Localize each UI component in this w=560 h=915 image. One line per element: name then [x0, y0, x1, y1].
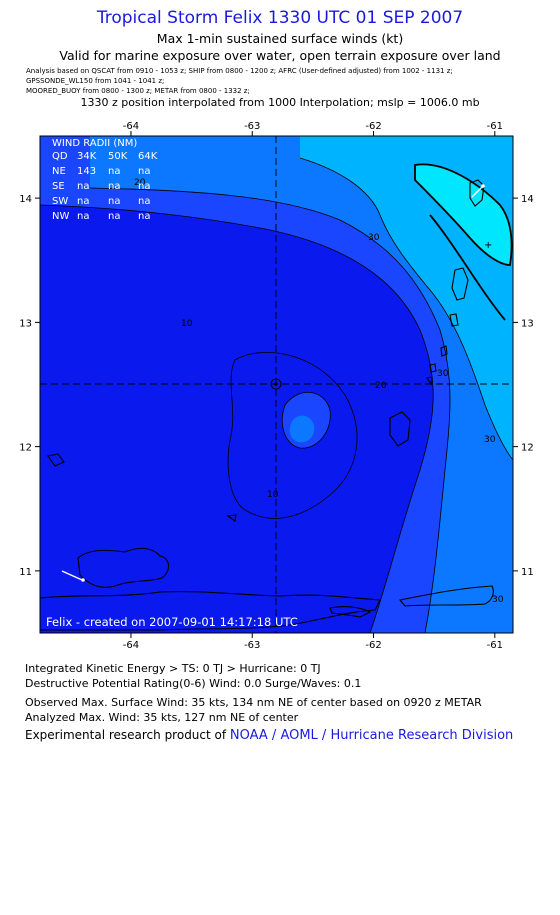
- lat-tick-label-right: 12: [521, 443, 534, 454]
- wind-radii-value: na: [77, 181, 89, 192]
- hrd-link[interactable]: NOAA / AOML / Hurricane Research Divisio…: [229, 728, 514, 743]
- wind-radii-value: na: [77, 211, 89, 222]
- lon-tick-label-bottom: -63: [244, 640, 260, 651]
- wind-band-core-inner: [289, 415, 315, 443]
- wind-radii-value: na: [108, 196, 120, 207]
- lon-tick-label-bottom: -62: [365, 640, 381, 651]
- lon-tick-label-bottom: -61: [487, 640, 503, 651]
- map-validity-note: Valid for marine exposure over water, op…: [59, 48, 501, 63]
- lat-tick-label-left: 14: [19, 194, 32, 205]
- wind-radii-header: 50K: [108, 151, 128, 162]
- wind-radii-value: na: [108, 181, 120, 192]
- wind-radii-quadrant: NW: [52, 211, 69, 222]
- wind-band-above-34: [415, 164, 512, 265]
- land-outlines: [40, 179, 494, 631]
- contour-label: 20: [375, 381, 387, 391]
- wind-radii-value: na: [77, 196, 89, 207]
- credit-prefix: Experimental research product of: [25, 728, 230, 742]
- lon-tick-label-top: -62: [365, 121, 381, 132]
- wind-radii-value: na: [108, 166, 120, 177]
- wind-radii-value: 143: [77, 166, 96, 177]
- observed-max-wind: Observed Max. Surface Wind: 35 kts, 134 …: [25, 696, 482, 709]
- ike-summary: Integrated Kinetic Energy > TS: 0 TJ > H…: [25, 662, 321, 675]
- wind-radii-header: 34K: [77, 151, 97, 162]
- lat-tick-label-right: 13: [521, 318, 534, 329]
- 34kt-wind-contour: [414, 163, 513, 266]
- lon-tick-label-top: -63: [244, 121, 260, 132]
- wind-radii-header: QD: [52, 151, 68, 162]
- credit-line: Experimental research product of NOAA / …: [25, 728, 513, 743]
- contour-label: 30: [484, 435, 496, 445]
- plot-frame: [39, 135, 514, 634]
- map-title: Tropical Storm Felix 1330 UTC 01 SEP 200…: [96, 8, 464, 28]
- wind-radii-title: WIND RADII (NM): [52, 138, 137, 149]
- wind-radii-quadrant: SE: [52, 181, 65, 192]
- analysis-sources-line: MOORED_BUOY from 0800 - 1300 z; METAR fr…: [26, 87, 250, 95]
- wind-band-10-20: [40, 136, 513, 633]
- lon-tick-label-top: -64: [123, 121, 139, 132]
- wind-radii-value: na: [138, 211, 150, 222]
- lat-tick-label-right: 11: [521, 567, 534, 578]
- storm-center-marker: [270, 378, 282, 390]
- wind-field-map: 10 20 30 30 30 20 10 30 + WIND RADII (NM…: [19, 121, 534, 651]
- observation-wind-barb: [61, 184, 485, 582]
- wind-radii-value: na: [108, 211, 120, 222]
- analyzed-max-wind: Analyzed Max. Wind: 35 kts, 127 nm NE of…: [25, 711, 299, 724]
- wind-radii-quadrant: NE: [52, 166, 66, 177]
- contour-label: 10: [181, 319, 193, 329]
- contour-label: 10: [267, 490, 279, 500]
- wind-radii-table: WIND RADII (NM) QD 34K 50K 64K NE 143 na na SE na…: [52, 138, 158, 222]
- wind-radii-value: na: [138, 181, 150, 192]
- destructive-potential-rating: Destructive Potential Rating(0-6) Wind: …: [25, 677, 362, 690]
- contour-label: 20: [134, 178, 146, 188]
- lat-tick-label-left: 11: [19, 567, 32, 578]
- wind-radii-quadrant: SW: [52, 196, 68, 207]
- wind-radii-value: na: [138, 166, 150, 177]
- analysis-sources-line: GPSSONDE_WL150 from 1041 - 1041 z;: [26, 77, 165, 85]
- lat-tick-label-left: 13: [19, 318, 32, 329]
- contour-label: 30: [368, 233, 380, 243]
- contour-label: 30: [492, 595, 504, 605]
- lon-tick-label-top: -61: [487, 121, 503, 132]
- wind-radii-header: 64K: [138, 151, 158, 162]
- observation-plus-marker: +: [484, 240, 492, 251]
- interpolation-note: 1330 z position interpolated from 1000 I…: [80, 96, 480, 109]
- map-subtitle: Max 1-min sustained surface winds (kt): [156, 31, 404, 46]
- lat-tick-label-right: 14: [521, 194, 534, 205]
- lat-tick-label-left: 12: [19, 443, 32, 454]
- wind-radii-value: na: [138, 196, 150, 207]
- created-watermark: Felix - created on 2007-09-01 14:17:18 U…: [46, 615, 298, 629]
- lon-tick-label-bottom: -64: [123, 640, 139, 651]
- contour-label: 30: [437, 369, 449, 379]
- analysis-sources-line: Analysis based on QSCAT from 0910 - 1053…: [26, 67, 453, 75]
